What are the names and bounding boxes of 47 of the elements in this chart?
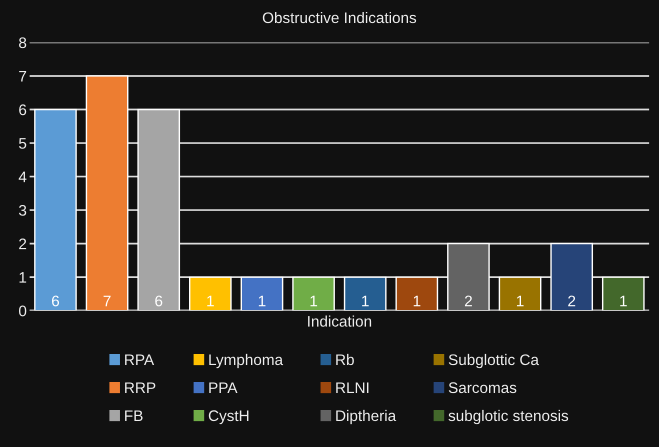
bar [602, 276, 645, 311]
bar [395, 276, 438, 311]
data-label: 2 [568, 296, 576, 306]
legend-label: RPA [125, 354, 154, 365]
data-label: 6 [52, 296, 60, 306]
bar [188, 276, 232, 311]
bar [240, 276, 284, 311]
y-tick-label: 8 [19, 37, 26, 48]
bar [498, 276, 542, 311]
legend-label: PPA [209, 382, 238, 393]
y-tick-label: 7 [19, 71, 26, 82]
legend-label: CystH [208, 410, 248, 424]
data-label: 1 [516, 296, 524, 306]
legend-label: Subglottic Ca [448, 354, 539, 368]
y-tick-label: 0 [18, 306, 26, 316]
bar [550, 242, 594, 311]
chart-title: Obstructive Indications [262, 12, 416, 24]
legend-label: subglotic stenosis [448, 410, 568, 424]
x-axis-title: Indication [308, 316, 372, 327]
bar [137, 108, 180, 311]
bar [447, 242, 490, 311]
data-label: 2 [464, 296, 472, 306]
bar [34, 108, 77, 311]
y-tick-label: 2 [19, 238, 26, 250]
legend-label: RLNI [336, 382, 368, 393]
bar [344, 276, 387, 311]
y-tick-label: 4 [18, 172, 26, 182]
legend-label: Sarcomas [448, 382, 516, 394]
data-label: 1 [620, 296, 627, 306]
legend-label: Lymphoma [209, 354, 284, 368]
data-label: 1 [258, 296, 266, 306]
y-tick-label: 3 [18, 204, 26, 216]
legend-label: Diptheria [336, 410, 396, 424]
bar [292, 276, 335, 311]
legend-label: Rb [336, 354, 354, 366]
y-tick-label: 1 [20, 272, 26, 283]
data-label: 1 [362, 296, 369, 306]
legend-label: RRP [125, 382, 156, 393]
y-tick-label: 5 [18, 138, 26, 149]
data-label: 1 [207, 296, 214, 306]
legend-label: FB [125, 410, 143, 421]
bar [86, 75, 128, 311]
data-label: 6 [155, 296, 162, 306]
data-label: 1 [310, 296, 318, 306]
data-label: 7 [104, 296, 111, 306]
y-tick-label: 6 [19, 104, 26, 116]
data-label: 1 [414, 296, 420, 306]
